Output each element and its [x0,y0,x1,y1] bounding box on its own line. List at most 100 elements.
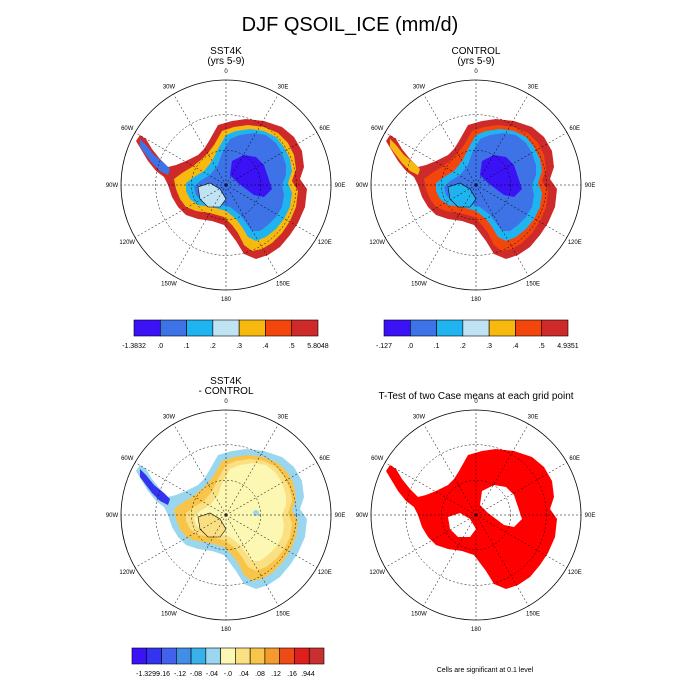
colorbar-sst4k: -1.3832 .0 .1 .2 .3 .4 .5 5.8048 [122,319,329,350]
continent-fill [386,449,557,589]
colorbar-swatch [541,319,569,337]
continent-fill [136,449,307,589]
lon-label-0: 0 [474,399,478,405]
colorbar-label: -.0 [224,671,232,678]
lon-label-120W: 120W [369,240,385,246]
colorbar-swatch [264,647,280,665]
colorbar-swatch [515,319,543,337]
main-title: DJF QSOIL_ICE (mm/d) [241,14,459,36]
map-grid: 0 30E 60E 90E 120E 150E 180 150W 120W 90W 60W 30W [356,399,595,633]
lon-label-90W: 90W [106,183,119,189]
colorbar-label: .08 [255,671,265,678]
lon-label-0: 0 [224,399,228,405]
lon-label-30W: 30W [163,84,176,90]
lon-label-90E: 90E [585,183,596,189]
colorbar-swatch [146,647,162,665]
colorbar-swatch [291,319,319,337]
significance-note: Cells are significant at 0.1 level [436,667,534,674]
colorbar-swatch [133,319,161,337]
lon-label-90W: 90W [356,513,369,519]
map-grid: 0 30E 60E 90E 120E 150E 180 150W 120W 90W 60W 30W [106,69,345,303]
panel-title-sst4k-line2: (yrs 5-9) [207,56,245,67]
lon-label-180: 180 [221,297,232,303]
colorbar-label: .2 [460,343,466,350]
colorbar-label: .12 [271,671,281,678]
lon-label-30E: 30E [278,414,289,420]
continent-fill [136,119,307,259]
lon-label-60W: 60W [371,126,384,132]
colorbar-swatch [176,647,192,665]
lon-label-60E: 60E [319,126,330,132]
lon-label-60W: 60W [121,126,134,132]
lon-label-150E: 150E [526,612,540,618]
colorbar-label: -.127 [376,343,392,350]
lon-label-90W: 90W [106,513,119,519]
map-grid: 0 30E 60E 90E 120E 150E 180 150W 120W 90W 60W 30W [106,399,345,633]
colorbar-swatch [488,319,516,337]
colorbar-swatch [279,647,295,665]
colorbar-label: -.12 [174,671,186,678]
lon-label-0: 0 [474,69,478,75]
colorbar-label: -1.3299 [136,671,160,678]
colorbar-swatch [186,319,214,337]
lon-label-60W: 60W [371,456,384,462]
colorbar-control: -.127 .0 .1 .2 .3 .4 .5 4.9351 [376,319,579,350]
colorbar-swatch [235,647,251,665]
lon-label-30E: 30E [278,84,289,90]
panel-title-diff-line2: - CONTROL [198,386,254,397]
colorbar-label: .16 [287,671,297,678]
colorbar-swatch [409,319,437,337]
lon-label-150E: 150E [276,612,290,618]
map-ttest: 0 30E 60E 90E 120E 150E 180 150W 120W 90W 60W 30W [356,399,595,633]
colorbar-swatch [238,319,266,337]
colorbar-swatch [462,319,490,337]
continent-fill [386,119,557,259]
panel-title-ttest-line1: T-Test of two Case means at each grid po… [378,391,574,402]
map-diff: 0 30E 60E 90E 120E 150E 180 150W 120W 90W 60W 30W [106,399,345,633]
map-sst4k: 0 30E 60E 90E 120E 150E 180 150W 120W 90W 60W 30W [106,69,345,303]
colorbar-label: .4 [513,343,519,350]
colorbar-swatch [205,647,221,665]
lon-label-30W: 30W [413,84,426,90]
colorbar-swatch [220,647,236,665]
panel-title-sst4k-line1: SST4K [210,46,242,57]
lon-label-90E: 90E [335,183,346,189]
lon-label-120E: 120E [318,570,332,576]
lon-label-150E: 150E [526,282,540,288]
lon-label-150W: 150W [161,282,177,288]
lon-label-0: 0 [224,69,228,75]
colorbar-label: -.04 [206,671,218,678]
colorbar-swatch [190,647,207,665]
colorbar-swatch [436,319,464,337]
colorbar-swatch [159,319,187,337]
lon-label-180: 180 [471,627,482,633]
colorbar-label: -1.3832 [122,343,146,350]
colorbar-swatch [294,647,310,665]
lon-label-120W: 120W [369,570,385,576]
colorbar-label: 4.9351 [557,343,579,350]
lon-label-30W: 30W [163,414,176,420]
colorbar-label: 5.8048 [307,343,329,350]
lon-label-120E: 120E [568,570,582,576]
panel-title-ttest: T-Test of two Case means at each grid po… [356,392,596,402]
panel-title-control-line2: (yrs 5-9) [457,56,495,67]
colorbar-diff: -1.3299-.16 -.12 -.08 -.04 -.0 .04 .08 .12 .16 .9… [131,647,325,678]
lon-label-120E: 120E [318,240,332,246]
panel-title-control: CONTROL (yrs 5-9) [426,47,526,67]
colorbar-swatch [131,647,148,665]
lon-label-150E: 150E [276,282,290,288]
lon-label-90E: 90E [335,513,346,519]
colorbar-swatch [383,319,411,337]
lon-label-30W: 30W [413,414,426,420]
lon-label-180: 180 [221,627,232,633]
colorbar-swatch [265,319,293,337]
colorbar-label: .04 [239,671,249,678]
colorbar-label: .1 [434,343,440,350]
colorbar-label: .0 [407,343,413,350]
colorbar-swatch [249,647,266,665]
lon-label-150W: 150W [411,612,427,618]
colorbar-label: .3 [486,343,492,350]
colorbar-label: .3 [236,343,242,350]
lon-label-60E: 60E [569,126,580,132]
map-control: 0 30E 60E 90E 120E 150E 180 150W 120W 90W 60W 30W [356,69,596,303]
